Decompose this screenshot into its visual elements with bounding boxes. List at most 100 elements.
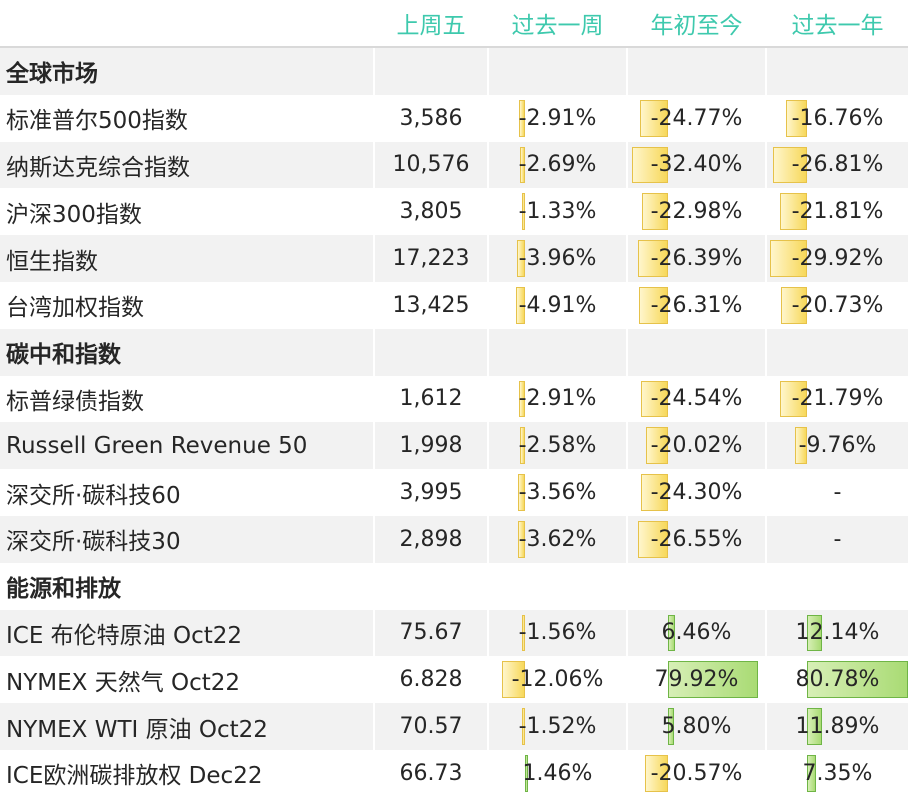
week-change-value: -3.56% xyxy=(518,480,597,506)
row-label: NYMEX WTI 原油 Oct22 xyxy=(6,716,268,743)
year-change-cell: 7.35% xyxy=(767,750,908,797)
close-value: 3,995 xyxy=(399,480,463,506)
ytd-change-cell: -32.40% xyxy=(628,142,765,189)
year-change-cell: 11.89% xyxy=(767,703,908,750)
close-value: 2,898 xyxy=(399,526,463,552)
section-title: 全球市场 xyxy=(6,61,98,88)
row-label: 台湾加权指数 xyxy=(6,295,144,322)
close-value: 1,998 xyxy=(399,433,463,459)
ytd-change-bar xyxy=(645,427,668,465)
close-value: 66.73 xyxy=(399,760,463,786)
table-row: 深交所·碳科技30 2,898 -3.62% -26.55% - xyxy=(0,516,908,563)
table-row: NYMEX 天然气 Oct22 6.828 -12.06% 79.92% 80.78% xyxy=(0,656,908,703)
year-change-value: -21.79% xyxy=(791,386,884,412)
week-change-value: -3.62% xyxy=(518,526,597,552)
year-change-cell: -29.92% xyxy=(767,235,908,282)
year-change-cell: -21.81% xyxy=(767,188,908,235)
row-label: 标普绿债指数 xyxy=(6,388,144,415)
row-stripe xyxy=(0,703,908,750)
week-change-value: -3.96% xyxy=(518,246,597,272)
ytd-change-cell: 6.46% xyxy=(628,610,765,657)
row-label: 纳斯达克综合指数 xyxy=(6,154,190,181)
table-row: NYMEX WTI 原油 Oct22 70.57 -1.52% 5.80% 11.89% xyxy=(0,703,908,750)
table-row: 纳斯达克综合指数 10,576 -2.69% -32.40% -26.81% xyxy=(0,141,908,189)
row-stripe xyxy=(0,609,908,657)
ytd-change-cell: -22.98% xyxy=(628,188,765,235)
column-header-1: 上周五 xyxy=(396,13,466,39)
row-label: 沪深300指数 xyxy=(6,201,142,228)
row-stripe xyxy=(0,141,908,189)
section-title: 能源和排放 xyxy=(6,576,121,603)
year-change-bar xyxy=(807,661,908,699)
week-change-value: 1.46% xyxy=(522,760,593,786)
ytd-change-cell: -24.77% xyxy=(628,95,765,142)
ytd-change-value: -24.30% xyxy=(650,480,743,506)
ytd-change-value: -32.40% xyxy=(650,152,743,178)
row-label: 标准普尔500指数 xyxy=(6,108,188,135)
week-change-cell: -4.91% xyxy=(489,282,626,329)
week-change-value: -1.52% xyxy=(518,714,597,740)
year-change-value: 80.78% xyxy=(795,667,880,693)
ytd-change-cell: -20.57% xyxy=(628,750,765,797)
ytd-change-cell: -26.31% xyxy=(628,282,765,329)
ytd-change-bar xyxy=(644,755,668,792)
section-row: 全球市场 xyxy=(0,48,908,95)
ytd-change-value: -26.55% xyxy=(650,526,743,552)
ytd-change-value: 79.92% xyxy=(654,667,739,693)
section-row: 碳中和指数 xyxy=(0,328,908,376)
week-change-value: -4.91% xyxy=(518,292,597,318)
row-stripe xyxy=(0,516,908,563)
column-separator xyxy=(373,48,375,797)
table-row: 深交所·碳科技60 3,995 -3.56% -24.30% - xyxy=(0,469,908,516)
year-change-bar xyxy=(773,146,807,184)
week-change-cell: -3.96% xyxy=(489,235,626,282)
row-stripe xyxy=(0,235,908,282)
year-change-bar xyxy=(807,708,822,745)
close-value: 10,576 xyxy=(392,152,470,178)
table-row: 标普绿债指数 1,612 -2.91% -24.54% -21.79% xyxy=(0,376,908,423)
year-change-bar xyxy=(807,614,823,652)
week-change-bar xyxy=(522,708,525,745)
row-label: 恒生指数 xyxy=(6,248,98,275)
ytd-change-cell: 5.80% xyxy=(628,703,765,750)
close-value: 3,586 xyxy=(399,105,463,131)
ytd-change-value: 5.80% xyxy=(661,714,732,740)
week-change-value: -1.33% xyxy=(518,199,597,225)
week-change-cell: -1.33% xyxy=(489,188,626,235)
ytd-change-cell: -24.54% xyxy=(628,376,765,423)
ytd-change-cell: -20.02% xyxy=(628,422,765,469)
ytd-change-bar xyxy=(638,287,668,324)
ytd-change-bar xyxy=(640,380,668,418)
ytd-change-cell: -26.39% xyxy=(628,235,765,282)
table-row: 台湾加权指数 13,425 -4.91% -26.31% -20.73% xyxy=(0,282,908,329)
section-title: 碳中和指数 xyxy=(6,342,121,369)
week-change-bar xyxy=(519,380,525,418)
close-value: 75.67 xyxy=(399,620,463,646)
week-change-bar xyxy=(519,146,525,184)
table-row: 沪深300指数 3,805 -1.33% -22.98% -21.81% xyxy=(0,188,908,235)
week-change-cell: -3.62% xyxy=(489,516,626,563)
year-change-cell: -9.76% xyxy=(767,422,908,469)
ytd-change-bar xyxy=(638,240,668,277)
column-separator xyxy=(765,48,767,797)
close-value: 13,425 xyxy=(392,292,470,318)
row-label: 深交所·碳科技30 xyxy=(6,529,181,556)
week-change-cell: -2.69% xyxy=(489,142,626,189)
ytd-change-value: -24.54% xyxy=(650,386,743,412)
ytd-change-bar xyxy=(640,474,668,511)
section-row: 能源和排放 xyxy=(0,563,908,610)
table-row: 恒生指数 17,223 -3.96% -26.39% -29.92% xyxy=(0,235,908,282)
ytd-change-value: 6.46% xyxy=(661,620,732,646)
week-change-value: -2.58% xyxy=(518,433,597,459)
week-change-value: -12.06% xyxy=(511,667,604,693)
year-change-bar xyxy=(786,99,807,137)
year-change-value: - xyxy=(833,480,842,506)
week-change-bar xyxy=(525,755,528,792)
column-separator xyxy=(626,48,628,797)
year-change-cell: 80.78% xyxy=(767,656,908,703)
week-change-bar xyxy=(518,521,525,558)
year-change-cell: -20.73% xyxy=(767,282,908,329)
row-label: 深交所·碳科技60 xyxy=(6,482,181,509)
row-label: NYMEX 天然气 Oct22 xyxy=(6,669,241,696)
